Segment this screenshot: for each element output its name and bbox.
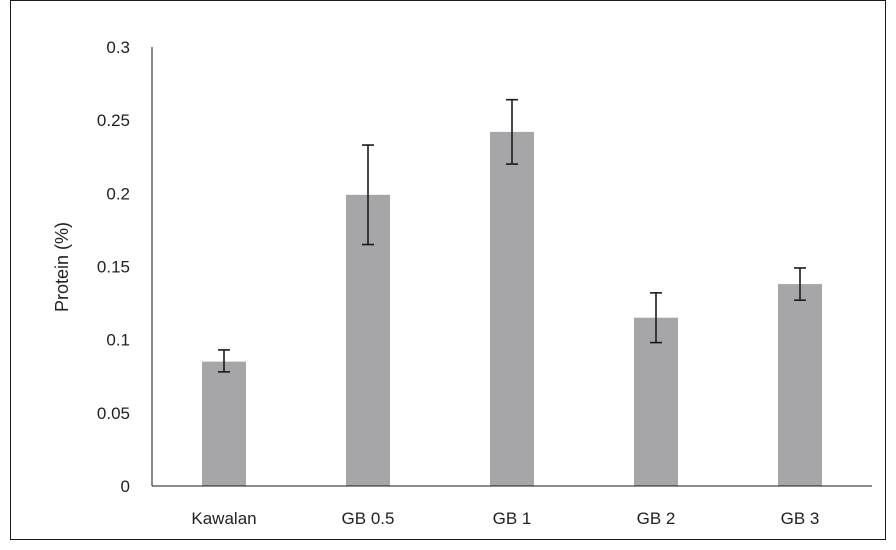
y-tick-label: 0.3 (106, 38, 130, 57)
y-tick-label: 0.25 (97, 111, 130, 130)
bars (202, 131, 822, 486)
y-tick-label: 0.15 (97, 258, 130, 277)
y-tick-label: 0 (121, 477, 130, 496)
x-tick-label: GB 3 (781, 509, 820, 528)
x-tick-label: GB 2 (637, 509, 676, 528)
bar (634, 317, 678, 486)
x-tick-label: GB 0.5 (342, 509, 395, 528)
x-tick-label: GB 1 (493, 509, 532, 528)
y-axis-label: Protein (%) (52, 222, 72, 312)
y-axis-ticks: 0 0.05 0.1 0.15 0.2 0.25 0.3 (97, 38, 130, 496)
x-tick-label: Kawalan (191, 509, 256, 528)
bar (778, 284, 822, 486)
error-bars (218, 98, 806, 373)
x-axis-ticks: Kawalan GB 0.5 GB 1 GB 2 GB 3 (191, 509, 819, 528)
y-tick-label: 0.05 (97, 404, 130, 423)
bar (490, 131, 534, 486)
y-tick-label: 0.1 (106, 331, 130, 350)
y-tick-label: 0.2 (106, 184, 130, 203)
bar (202, 361, 246, 486)
chart-frame (10, 0, 886, 540)
